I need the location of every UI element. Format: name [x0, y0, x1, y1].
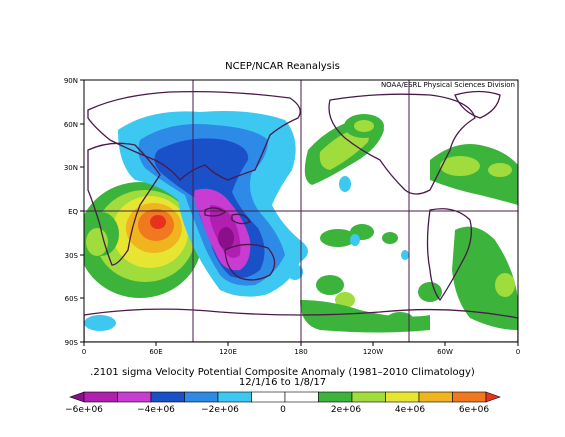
colorbar-segment	[452, 391, 487, 403]
colorbar-high-arrow	[485, 391, 501, 403]
colorbar	[69, 391, 501, 403]
colorbar-low-arrow	[69, 391, 85, 403]
colorbar-segment	[117, 391, 152, 403]
positive-anomaly-peak	[150, 215, 166, 229]
lon-label: 120W	[362, 348, 384, 356]
colorbar-tick-label: 6e+06	[458, 405, 490, 415]
coastlines	[84, 90, 518, 342]
anomaly-shading	[84, 80, 518, 342]
lon-label: 0	[81, 348, 87, 356]
map-title: NCEP/NCAR Reanalysis	[225, 61, 340, 72]
caption-date-range: 12/1/16 to 1/8/17	[238, 377, 327, 388]
colorbar-segment	[150, 391, 185, 403]
colorbar-segment	[217, 391, 252, 403]
colorbar-segment	[318, 391, 353, 403]
colorbar-segment	[284, 391, 319, 403]
lat-label: EQ	[68, 208, 78, 216]
lon-label: 180	[294, 348, 308, 356]
colorbar-tick-label: 4e+06	[394, 405, 426, 415]
lon-label: 60E	[149, 348, 163, 356]
colorbar-segment	[184, 391, 219, 403]
colorbar-tick-label: 2e+06	[330, 405, 362, 415]
lat-label: 60N	[63, 121, 78, 129]
graticule	[84, 80, 518, 342]
negative-anomaly-peak	[218, 227, 234, 249]
lat-label: 30S	[64, 252, 78, 260]
lat-label: 60S	[64, 295, 78, 303]
lat-label: 90N	[63, 77, 78, 85]
colorbar-segment	[251, 391, 286, 403]
axis-ticks	[80, 79, 519, 346]
colorbar-segment	[83, 391, 118, 403]
lon-label: 120E	[219, 348, 237, 356]
lon-label: 0	[515, 348, 521, 356]
colorbar-tick-label: 0	[280, 405, 286, 415]
caption-variable: .2101 sigma Velocity Potential Composite…	[90, 367, 475, 378]
colorbar-tick-label: −2e+06	[201, 405, 239, 415]
lat-label: 90S	[64, 339, 78, 347]
lon-label: 60W	[437, 348, 453, 356]
colorbar-tick-label: −6e+06	[65, 405, 103, 415]
credit-label: NOAA/ESRL Physical Sciences Division	[380, 81, 515, 89]
colorbar-segment	[351, 391, 386, 403]
colorbar-segment	[418, 391, 453, 403]
colorbar-tick-label: −4e+06	[137, 405, 175, 415]
lat-label: 30N	[63, 164, 78, 172]
colorbar-segment	[385, 391, 420, 403]
